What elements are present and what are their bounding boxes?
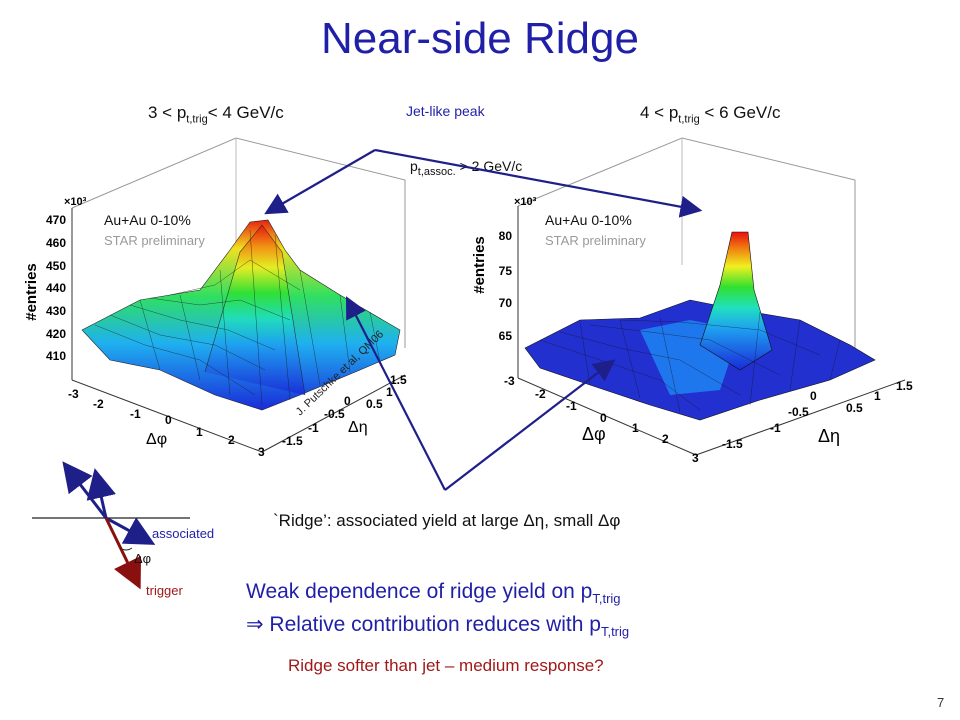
right-pt-5: 2: [662, 432, 669, 446]
left-et-4: 0.5: [366, 397, 383, 411]
associated-label: associated: [152, 526, 215, 541]
trigger-diagram: [32, 461, 190, 590]
right-zt-3: 65: [499, 329, 513, 343]
trigger-label: trigger: [146, 583, 183, 598]
left-zt-6: 410: [46, 349, 66, 363]
right-pt-4: 1: [632, 421, 639, 435]
left-zscale: ×10³: [64, 196, 87, 208]
right-et-5: 1: [874, 389, 881, 403]
left-phi-label: Δφ: [146, 431, 167, 448]
right-zt-0: 80: [499, 229, 513, 243]
right-panel-header: 4 < pt,trig < 6 GeV/c: [640, 103, 781, 126]
left-eta-ticks: -1.5 -1 -0.5 0 0.5 1 1.5: [282, 373, 407, 448]
right-pt-0: -3: [504, 374, 515, 388]
right-phi-label: Δφ: [582, 424, 606, 444]
left-zt-4: 430: [46, 304, 66, 318]
left-system-label: Au+Au 0-10%: [104, 212, 191, 228]
left-zt-1: 460: [46, 236, 66, 250]
left-pt-3: 0: [165, 413, 172, 427]
left-zt-3: 440: [46, 281, 66, 295]
right-et-6: 1.5: [896, 379, 913, 393]
left-plot: 470 460 450 440 430 420 410 ×10³ #entrie…: [23, 137, 407, 459]
left-et-3: 0: [344, 394, 351, 408]
right-et-2: -0.5: [788, 405, 809, 419]
left-pt-6: 3: [258, 445, 265, 459]
left-collab-label: STAR preliminary: [104, 233, 205, 248]
right-eta-ticks: -1.5 -1 -0.5 0 0.5 1 1.5: [722, 379, 913, 451]
left-zt-2: 450: [46, 259, 66, 273]
left-pt-2: -1: [130, 407, 141, 421]
left-et-6: 1.5: [390, 373, 407, 387]
relative-contribution-line: ⇒ Relative contribution reduces with pT,…: [246, 613, 630, 640]
jet-like-peak-label: Jet-like peak: [406, 103, 485, 119]
ridge-definition: `Ridge’: associated yield at large Δη, s…: [273, 511, 621, 530]
left-pt-1: -2: [93, 397, 104, 411]
right-zt-2: 70: [499, 296, 513, 310]
assoc-cut-label: pt,assoc. > 2 GeV/c: [410, 158, 523, 178]
right-system-label: Au+Au 0-10%: [545, 212, 632, 228]
right-zlabel: #entries: [471, 236, 488, 294]
weak-dependence-line: Weak dependence of ridge yield on pT,tri…: [246, 580, 621, 607]
slide-title: Near-side Ridge: [321, 14, 639, 63]
annotation-arrows: [264, 148, 703, 491]
left-eta-label: Δη: [348, 419, 368, 436]
right-z-ticks: 80 75 70 65: [499, 229, 513, 343]
left-zt-0: 470: [46, 213, 66, 227]
right-phi-ticks: -3 -2 -1 0 1 2 3: [504, 374, 699, 465]
left-phi-ticks: -3 -2 -1 0 1 2 3: [68, 387, 265, 459]
left-pt-0: -3: [68, 387, 79, 401]
right-collab-label: STAR preliminary: [545, 233, 646, 248]
left-et-0: -1.5: [282, 434, 303, 448]
left-zlabel: #entries: [23, 263, 40, 321]
page-number: 7: [937, 695, 945, 710]
right-pt-3: 0: [600, 411, 607, 425]
right-zscale: ×10³: [514, 196, 537, 208]
right-pt-2: -1: [566, 399, 577, 413]
right-plot: 80 75 70 65 ×10³ #entries -3 -2 -1 0 1 2…: [471, 137, 913, 465]
right-pt-6: 3: [692, 451, 699, 465]
right-pt-1: -2: [535, 387, 546, 401]
left-z-ticks: 470 460 450 440 430 420 410: [46, 213, 66, 363]
right-et-3: 0: [810, 389, 817, 403]
left-et-1: -1: [308, 421, 319, 435]
left-pt-4: 1: [196, 425, 203, 439]
left-et-2: -0.5: [324, 407, 345, 421]
right-et-1: -1: [770, 421, 781, 435]
left-panel-header: 3 < pt,trig< 4 GeV/c: [148, 103, 284, 126]
right-peak: [699, 231, 773, 371]
right-et-0: -1.5: [722, 437, 743, 451]
angle-label: Δφ: [134, 551, 152, 566]
left-pt-5: 2: [228, 433, 235, 447]
softer-than-jet-line: Ridge softer than jet – medium response?: [288, 656, 604, 675]
right-et-4: 0.5: [846, 401, 863, 415]
left-zt-5: 420: [46, 327, 66, 341]
right-eta-label: Δη: [818, 426, 840, 446]
right-zt-1: 75: [499, 264, 513, 278]
left-et-5: 1: [386, 385, 393, 399]
